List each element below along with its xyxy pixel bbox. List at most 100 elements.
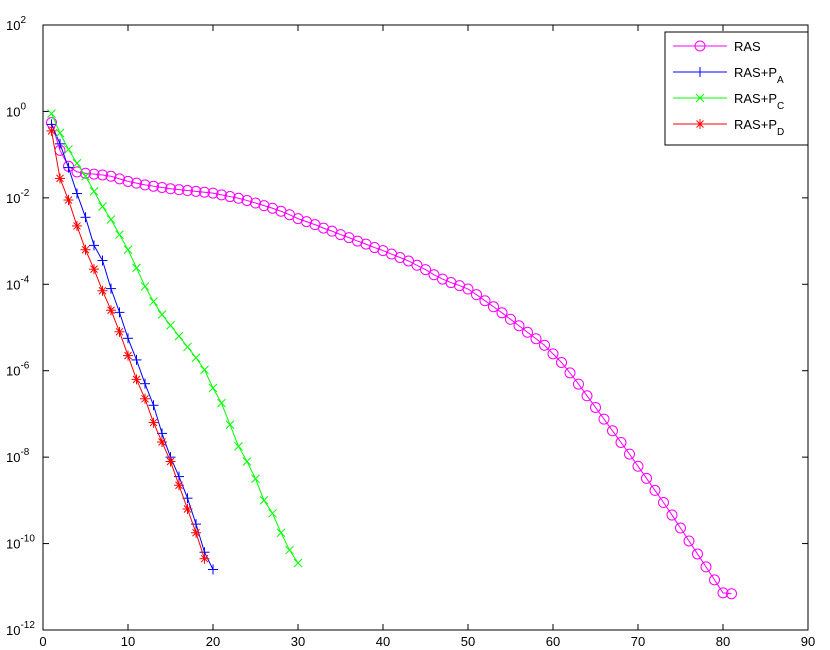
y-tick-label: 10-4	[6, 274, 30, 292]
legend-label-subscript: C	[777, 101, 784, 112]
data-point	[258, 200, 270, 212]
y-tick-exponent: -6	[20, 361, 29, 372]
legend-label: RAS	[734, 39, 761, 54]
y-tick-base: 10	[6, 364, 20, 379]
data-point	[149, 297, 158, 306]
legend-label-base: RAS+P	[734, 91, 777, 106]
data-point	[55, 128, 65, 138]
data-point	[607, 425, 618, 437]
data-point	[148, 180, 159, 192]
legend-entry: RAS+PC	[673, 91, 784, 112]
data-point	[97, 285, 108, 296]
data-point	[72, 220, 82, 231]
legend-marker	[694, 40, 706, 52]
data-point	[225, 420, 235, 430]
y-tick-exponent: -4	[20, 274, 29, 285]
data-point	[72, 188, 82, 199]
data-point	[123, 333, 133, 344]
data-point	[428, 269, 440, 281]
data-point	[462, 283, 474, 295]
data-point	[122, 175, 134, 187]
series-line	[51, 124, 214, 570]
data-point	[190, 185, 202, 197]
y-tick-exponent: 2	[20, 15, 26, 26]
y-tick-label: 10-8	[6, 447, 30, 465]
data-point	[233, 192, 244, 204]
data-point	[114, 307, 125, 318]
series-layer	[46, 109, 737, 600]
y-tick-label: 100	[6, 101, 26, 119]
data-point	[81, 171, 90, 181]
data-point	[709, 574, 720, 586]
y-tick-exponent: -12	[20, 620, 35, 631]
data-point	[115, 230, 124, 239]
data-point	[123, 245, 133, 255]
series-ras-p-c	[47, 109, 303, 568]
data-point	[505, 313, 516, 325]
data-point	[216, 189, 227, 201]
data-point	[632, 460, 644, 472]
x-tick-label: 40	[376, 634, 390, 649]
data-point	[700, 561, 712, 573]
data-point	[106, 215, 116, 224]
data-point	[166, 320, 175, 330]
data-point	[71, 166, 83, 178]
data-point	[556, 357, 567, 369]
data-point	[139, 179, 151, 191]
data-point	[106, 305, 116, 316]
data-point	[140, 393, 150, 404]
data-point	[276, 528, 286, 538]
legend-label-base: RAS	[734, 39, 761, 54]
data-point	[97, 255, 108, 266]
series-ras-p-d	[46, 125, 210, 564]
y-tick-base: 10	[6, 450, 20, 465]
y-tick-label: 10-10	[6, 534, 35, 552]
data-point	[539, 339, 550, 351]
data-point	[250, 197, 261, 209]
data-point	[411, 259, 423, 271]
legend-entry: RAS	[673, 39, 761, 54]
data-point	[80, 212, 91, 223]
data-point	[726, 588, 737, 600]
y-tick-label: 10-6	[6, 361, 30, 379]
legend-label-subscript: A	[777, 75, 784, 86]
y-tick-exponent: -8	[20, 447, 29, 458]
legend-label: RAS+PA	[734, 65, 784, 86]
data-point	[666, 509, 678, 521]
x-tick-label: 90	[801, 634, 815, 649]
data-point	[293, 558, 303, 568]
data-point	[207, 187, 219, 199]
y-tick-base: 10	[6, 104, 20, 119]
data-point	[547, 348, 559, 360]
data-point	[114, 326, 125, 337]
data-point	[97, 169, 108, 181]
data-point	[131, 354, 142, 365]
y-tick-exponent: -10	[20, 534, 35, 545]
legend-label-subscript: D	[777, 127, 784, 138]
data-point	[173, 184, 185, 196]
y-tick-label: 10-2	[6, 188, 30, 206]
legend-label-base: RAS+P	[734, 117, 777, 132]
data-point	[199, 553, 210, 564]
data-point	[251, 474, 260, 484]
legend-marker	[695, 119, 705, 129]
data-point	[234, 441, 243, 451]
data-point	[581, 390, 593, 402]
data-point	[89, 240, 99, 251]
data-point	[80, 167, 91, 179]
data-point	[140, 282, 150, 291]
data-point	[63, 162, 74, 173]
data-point	[513, 320, 525, 332]
data-point	[88, 168, 100, 180]
series-line	[51, 113, 299, 564]
data-point	[615, 436, 627, 448]
data-point	[55, 173, 65, 184]
data-point	[199, 186, 210, 198]
data-point	[649, 484, 661, 496]
data-point	[63, 195, 74, 206]
data-point	[658, 497, 669, 509]
x-tick-label: 0	[39, 634, 46, 649]
data-point	[157, 437, 167, 448]
x-tick-label: 30	[291, 634, 305, 649]
y-tick-base: 10	[6, 18, 20, 33]
